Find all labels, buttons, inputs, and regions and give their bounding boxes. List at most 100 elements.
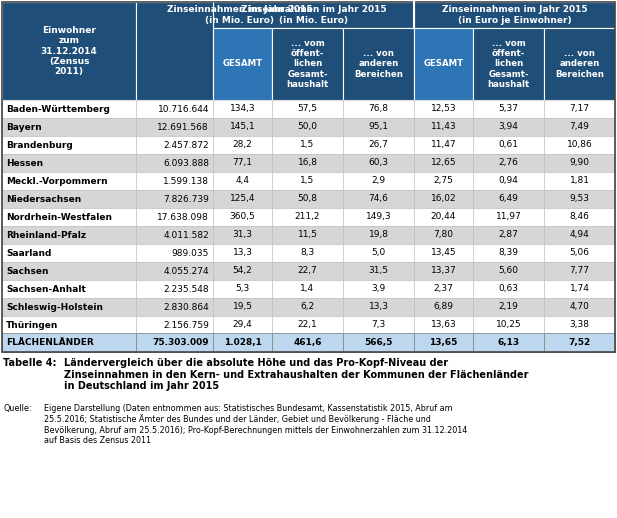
- Bar: [2, 244, 136, 262]
- Text: 13,3: 13,3: [233, 249, 252, 257]
- Text: 4,70: 4,70: [569, 303, 589, 311]
- Bar: [544, 208, 615, 226]
- Text: 7,17: 7,17: [569, 105, 589, 113]
- Text: 20,44: 20,44: [431, 212, 456, 222]
- Text: 1.599.138: 1.599.138: [163, 177, 209, 185]
- Text: 54,2: 54,2: [233, 266, 252, 276]
- Text: 12,53: 12,53: [431, 105, 457, 113]
- Text: 2,19: 2,19: [499, 303, 518, 311]
- Bar: [414, 280, 473, 298]
- Bar: [272, 118, 343, 136]
- Bar: [414, 100, 473, 118]
- Text: 22,1: 22,1: [297, 321, 317, 329]
- Text: 2,37: 2,37: [434, 284, 453, 294]
- Text: Zinseinnahmen im Jahr 2015
(in Mio. Euro): Zinseinnahmen im Jahr 2015 (in Mio. Euro…: [241, 5, 386, 25]
- Text: Einwohner
zum
31.12.2014
(Zensus
2011): Einwohner zum 31.12.2014 (Zensus 2011): [41, 26, 97, 76]
- Text: 145,1: 145,1: [230, 122, 255, 132]
- Bar: [272, 136, 343, 154]
- Bar: [2, 208, 136, 226]
- Text: 11,43: 11,43: [431, 122, 457, 132]
- Text: Sachsen-Anhalt: Sachsen-Anhalt: [6, 284, 86, 294]
- Text: Thüringen: Thüringen: [6, 321, 59, 329]
- Bar: [213, 118, 272, 136]
- Bar: [473, 316, 544, 334]
- Bar: [473, 280, 544, 298]
- Text: 75.303.009: 75.303.009: [152, 338, 209, 347]
- Text: 28,2: 28,2: [233, 140, 252, 150]
- Text: 1,81: 1,81: [569, 177, 589, 185]
- Bar: [136, 333, 213, 352]
- Bar: [544, 28, 615, 100]
- Bar: [343, 154, 414, 172]
- Bar: [272, 298, 343, 316]
- Bar: [213, 316, 272, 334]
- Text: 5,0: 5,0: [371, 249, 386, 257]
- Bar: [544, 190, 615, 208]
- Bar: [272, 172, 343, 190]
- Text: 1,4: 1,4: [300, 284, 315, 294]
- Text: 4,4: 4,4: [236, 177, 249, 185]
- Text: 95,1: 95,1: [368, 122, 389, 132]
- Bar: [136, 2, 343, 28]
- Bar: [343, 298, 414, 316]
- Text: ... von
anderen
Bereichen: ... von anderen Bereichen: [555, 49, 604, 79]
- Text: Sachsen: Sachsen: [6, 266, 49, 276]
- Bar: [213, 262, 272, 280]
- Text: 0,61: 0,61: [499, 140, 518, 150]
- Text: Rheinland-Pfalz: Rheinland-Pfalz: [6, 231, 86, 239]
- Text: 10.716.644: 10.716.644: [157, 105, 209, 113]
- Text: 22,7: 22,7: [297, 266, 317, 276]
- Text: 50,0: 50,0: [297, 122, 318, 132]
- Text: 2.156.759: 2.156.759: [163, 321, 209, 329]
- Bar: [343, 226, 414, 244]
- Bar: [2, 280, 136, 298]
- Text: Hessen: Hessen: [6, 159, 43, 167]
- Text: 7,3: 7,3: [371, 321, 386, 329]
- Bar: [473, 333, 544, 352]
- Bar: [136, 172, 213, 190]
- Text: 125,4: 125,4: [230, 194, 255, 204]
- Bar: [2, 333, 136, 352]
- Bar: [473, 208, 544, 226]
- Text: Eigene Darstellung (Daten entnommen aus: Statistisches Bundesamt, Kassenstatisti: Eigene Darstellung (Daten entnommen aus:…: [44, 404, 467, 445]
- Text: 76,8: 76,8: [368, 105, 389, 113]
- Bar: [473, 172, 544, 190]
- Bar: [343, 208, 414, 226]
- Bar: [544, 333, 615, 352]
- Text: 12,65: 12,65: [431, 159, 457, 167]
- Bar: [213, 298, 272, 316]
- Bar: [544, 316, 615, 334]
- Bar: [272, 244, 343, 262]
- Text: 6,49: 6,49: [499, 194, 518, 204]
- Bar: [136, 316, 213, 334]
- Text: Meckl.-Vorpommern: Meckl.-Vorpommern: [6, 177, 107, 185]
- Text: 566,5: 566,5: [364, 338, 392, 347]
- Text: Zinseinnahmen im Jahr 2015
(in Euro je Einwohner): Zinseinnahmen im Jahr 2015 (in Euro je E…: [442, 5, 587, 25]
- Text: Tabelle 4:: Tabelle 4:: [3, 358, 57, 368]
- Bar: [343, 172, 414, 190]
- Text: Quelle:: Quelle:: [3, 404, 31, 413]
- Bar: [544, 172, 615, 190]
- Text: Nordrhein-Westfalen: Nordrhein-Westfalen: [6, 212, 112, 222]
- Bar: [343, 262, 414, 280]
- Text: 5,37: 5,37: [499, 105, 518, 113]
- Text: 0,94: 0,94: [499, 177, 518, 185]
- Text: 5,06: 5,06: [569, 249, 589, 257]
- Bar: [136, 298, 213, 316]
- Bar: [2, 154, 136, 172]
- Bar: [343, 136, 414, 154]
- Bar: [544, 298, 615, 316]
- Bar: [473, 244, 544, 262]
- Text: 7.826.739: 7.826.739: [163, 194, 209, 204]
- Text: 11,5: 11,5: [297, 231, 318, 239]
- Text: 149,3: 149,3: [366, 212, 391, 222]
- Text: 12.691.568: 12.691.568: [157, 122, 209, 132]
- Bar: [213, 244, 272, 262]
- Text: 11,47: 11,47: [431, 140, 457, 150]
- Text: 360,5: 360,5: [230, 212, 255, 222]
- Text: Niedersachsen: Niedersachsen: [6, 194, 81, 204]
- Text: 13,65: 13,65: [429, 338, 458, 347]
- Text: 9,90: 9,90: [569, 159, 589, 167]
- Text: Ländervergleich über die absolute Höhe und das Pro-Kopf-Niveau der
Zinseinnahmen: Ländervergleich über die absolute Höhe u…: [64, 358, 529, 391]
- Bar: [473, 190, 544, 208]
